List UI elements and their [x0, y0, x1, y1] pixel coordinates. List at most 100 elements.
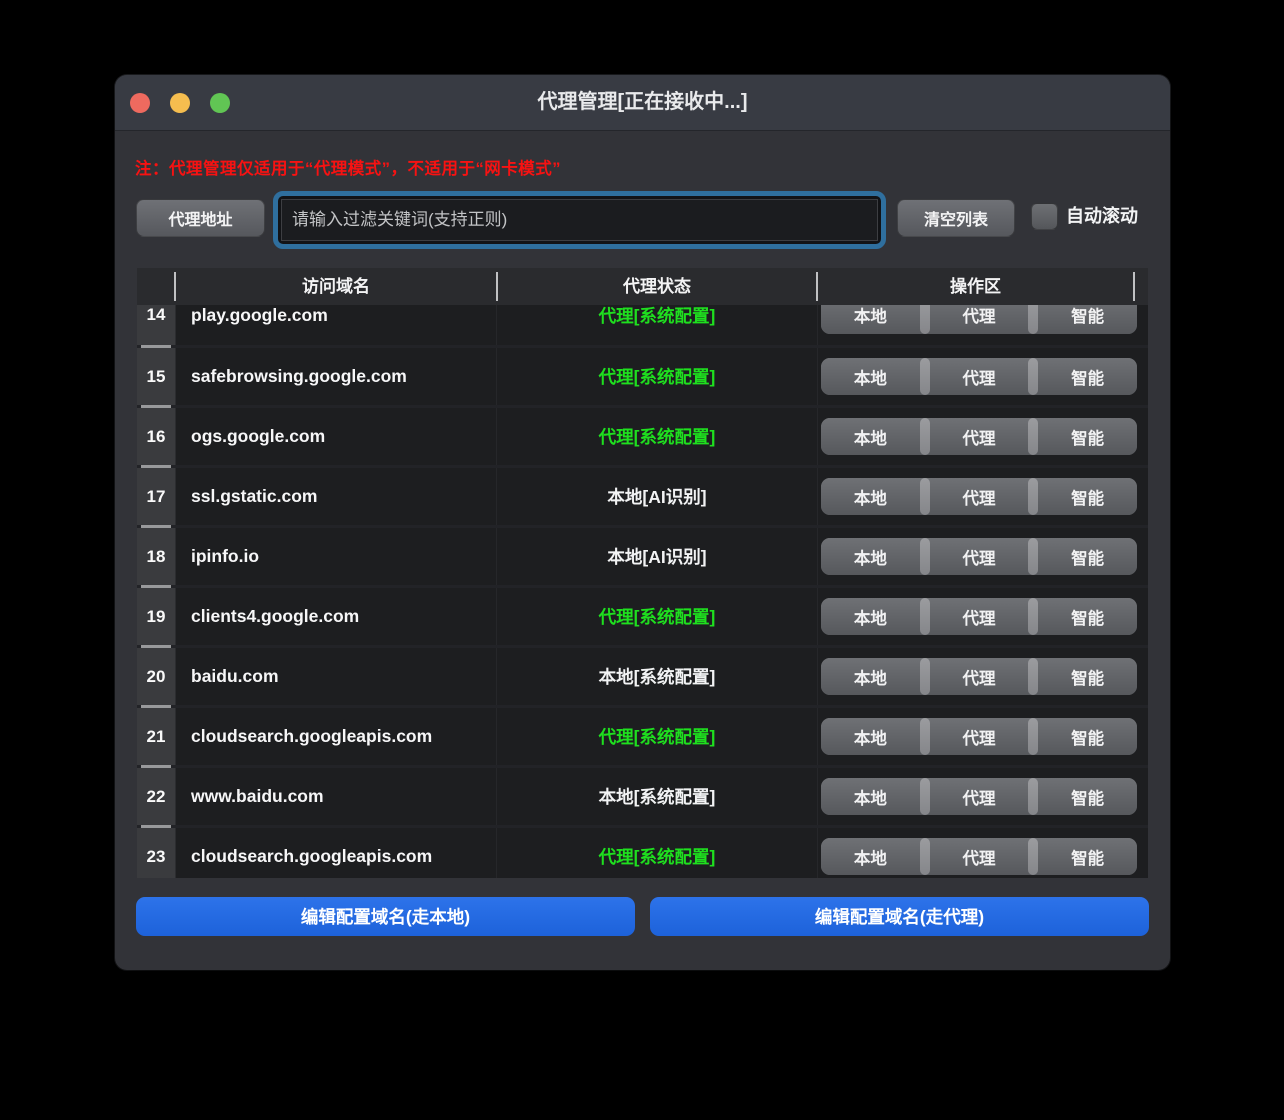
row-ops-cell: 本地 代理 智能	[818, 348, 1148, 405]
row-ops-cell: 本地 代理 智能	[818, 828, 1148, 878]
row-domain: cloudsearch.googleapis.com	[176, 828, 497, 878]
action-local-button[interactable]: 本地	[821, 718, 920, 755]
edit-proxy-domains-button[interactable]: 编辑配置域名(走代理)	[650, 897, 1149, 936]
action-local-button[interactable]: 本地	[821, 305, 920, 334]
action-local-button[interactable]: 本地	[821, 778, 920, 815]
row-actions: 本地 代理 智能	[821, 478, 1137, 515]
action-proxy-button[interactable]: 代理	[929, 305, 1029, 334]
row-ops-cell: 本地 代理 智能	[818, 648, 1148, 705]
action-smart-button[interactable]: 智能	[1038, 778, 1137, 815]
table-viewport[interactable]: 14 play.google.com 代理[系统配置] 本地 代理 智能 15 sa…	[137, 305, 1148, 878]
zoom-button[interactable]	[210, 93, 230, 113]
row-domain: ssl.gstatic.com	[176, 468, 497, 525]
action-smart-button[interactable]: 智能	[1038, 478, 1137, 515]
mode-warning-note: 注：代理管理仅适用于“代理模式”，不适用于“网卡模式”	[135, 160, 561, 178]
table-row: 15 safebrowsing.google.com 代理[系统配置] 本地 代理…	[137, 345, 1148, 405]
segment-divider	[919, 418, 930, 455]
action-proxy-button[interactable]: 代理	[929, 838, 1029, 875]
row-status: 代理[系统配置]	[497, 305, 818, 345]
action-local-button[interactable]: 本地	[821, 658, 920, 695]
action-proxy-button[interactable]: 代理	[929, 418, 1029, 455]
edit-local-domains-button[interactable]: 编辑配置域名(走本地)	[136, 897, 635, 936]
row-index: 21	[137, 705, 176, 765]
action-proxy-button[interactable]: 代理	[929, 538, 1029, 575]
row-status: 代理[系统配置]	[497, 588, 818, 645]
action-smart-button[interactable]: 智能	[1038, 305, 1137, 334]
action-local-button[interactable]: 本地	[821, 538, 920, 575]
row-index: 22	[137, 765, 176, 825]
row-domain: baidu.com	[176, 648, 497, 705]
header-separator	[1133, 272, 1135, 301]
filter-input[interactable]	[281, 199, 878, 241]
row-actions: 本地 代理 智能	[821, 838, 1137, 875]
action-local-button[interactable]: 本地	[821, 358, 920, 395]
action-smart-button[interactable]: 智能	[1038, 658, 1137, 695]
action-proxy-button[interactable]: 代理	[929, 778, 1029, 815]
action-proxy-button[interactable]: 代理	[929, 658, 1029, 695]
action-proxy-button[interactable]: 代理	[929, 478, 1029, 515]
header-separator	[496, 272, 498, 301]
minimize-button[interactable]	[170, 93, 190, 113]
table-row: 21 cloudsearch.googleapis.com 代理[系统配置] 本…	[137, 705, 1148, 765]
clear-list-button[interactable]: 清空列表	[897, 199, 1015, 237]
action-proxy-button[interactable]: 代理	[929, 358, 1029, 395]
action-local-button[interactable]: 本地	[821, 598, 920, 635]
header-status: 代理状态	[623, 277, 691, 296]
row-index: 18	[137, 525, 176, 585]
row-status: 代理[系统配置]	[497, 408, 818, 465]
table-row: 18 ipinfo.io 本地[AI识别] 本地 代理 智能	[137, 525, 1148, 585]
row-actions: 本地 代理 智能	[821, 305, 1137, 334]
row-domain: clients4.google.com	[176, 588, 497, 645]
row-domain: ogs.google.com	[176, 408, 497, 465]
action-proxy-button[interactable]: 代理	[929, 718, 1029, 755]
action-smart-button[interactable]: 智能	[1038, 718, 1137, 755]
row-ops-cell: 本地 代理 智能	[818, 768, 1148, 825]
segment-divider	[919, 718, 930, 755]
row-index: 16	[137, 405, 176, 465]
table-row: 23 cloudsearch.googleapis.com 代理[系统配置] 本…	[137, 825, 1148, 878]
row-actions: 本地 代理 智能	[821, 418, 1137, 455]
segment-divider	[1028, 478, 1039, 515]
auto-scroll-checkbox[interactable]	[1031, 203, 1058, 230]
segment-divider	[1028, 538, 1039, 575]
action-smart-button[interactable]: 智能	[1038, 838, 1137, 875]
row-status: 本地[系统配置]	[497, 648, 818, 705]
action-smart-button[interactable]: 智能	[1038, 598, 1137, 635]
row-status: 本地[AI识别]	[497, 528, 818, 585]
action-smart-button[interactable]: 智能	[1038, 538, 1137, 575]
row-status: 代理[系统配置]	[497, 348, 818, 405]
row-index: 19	[137, 585, 176, 645]
titlebar[interactable]: 代理管理[正在接收中...]	[115, 75, 1170, 131]
action-proxy-button[interactable]: 代理	[929, 598, 1029, 635]
proxy-address-button[interactable]: 代理地址	[136, 199, 265, 237]
segment-divider	[919, 358, 930, 395]
row-ops-cell: 本地 代理 智能	[818, 305, 1148, 345]
row-ops-cell: 本地 代理 智能	[818, 408, 1148, 465]
segment-divider	[1028, 358, 1039, 395]
row-index: 14	[137, 305, 176, 345]
segment-divider	[919, 838, 930, 875]
header-ops: 操作区	[950, 277, 1001, 296]
row-actions: 本地 代理 智能	[821, 538, 1137, 575]
action-local-button[interactable]: 本地	[821, 838, 920, 875]
segment-divider	[919, 305, 930, 334]
segment-divider	[1028, 658, 1039, 695]
row-index: 17	[137, 465, 176, 525]
row-ops-cell: 本地 代理 智能	[818, 468, 1148, 525]
row-actions: 本地 代理 智能	[821, 658, 1137, 695]
segment-divider	[1028, 305, 1039, 334]
close-button[interactable]	[130, 93, 150, 113]
header-separator	[174, 272, 176, 301]
action-local-button[interactable]: 本地	[821, 418, 920, 455]
row-domain: play.google.com	[176, 305, 497, 345]
row-index: 23	[137, 825, 176, 878]
filter-input-wrap	[273, 191, 886, 249]
action-smart-button[interactable]: 智能	[1038, 418, 1137, 455]
row-actions: 本地 代理 智能	[821, 718, 1137, 755]
action-smart-button[interactable]: 智能	[1038, 358, 1137, 395]
action-local-button[interactable]: 本地	[821, 478, 920, 515]
row-domain: ipinfo.io	[176, 528, 497, 585]
segment-divider	[1028, 718, 1039, 755]
row-actions: 本地 代理 智能	[821, 598, 1137, 635]
